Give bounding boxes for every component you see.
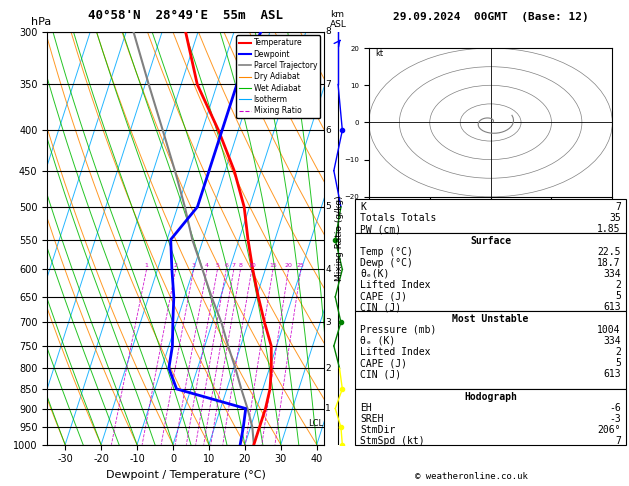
Text: 5: 5 — [325, 202, 331, 211]
Text: EH: EH — [360, 403, 372, 413]
Text: Lifted Index: Lifted Index — [360, 280, 431, 290]
Text: © weatheronline.co.uk: © weatheronline.co.uk — [415, 472, 528, 481]
Text: 22.5: 22.5 — [598, 247, 621, 257]
Text: LCL: LCL — [308, 419, 323, 428]
Text: 3: 3 — [192, 263, 196, 268]
Text: 2: 2 — [174, 263, 177, 268]
Text: θₑ(K): θₑ(K) — [360, 269, 390, 279]
Text: Pressure (mb): Pressure (mb) — [360, 325, 437, 335]
Text: 206°: 206° — [598, 425, 621, 435]
Text: 6: 6 — [325, 126, 331, 135]
Text: Lifted Index: Lifted Index — [360, 347, 431, 357]
Text: Most Unstable: Most Unstable — [452, 313, 529, 324]
Text: 10: 10 — [248, 263, 255, 268]
Text: 8: 8 — [238, 263, 242, 268]
Text: PW (cm): PW (cm) — [360, 225, 401, 234]
Text: 8: 8 — [325, 27, 331, 36]
Text: Hodograph: Hodograph — [464, 392, 517, 402]
Text: 2: 2 — [615, 280, 621, 290]
Text: SREH: SREH — [360, 414, 384, 424]
Text: Dewp (°C): Dewp (°C) — [360, 258, 413, 268]
Text: 5: 5 — [615, 291, 621, 301]
Text: 1004: 1004 — [598, 325, 621, 335]
Text: 4: 4 — [205, 263, 209, 268]
Text: 5: 5 — [615, 358, 621, 368]
Text: 334: 334 — [603, 269, 621, 279]
Text: 613: 613 — [603, 302, 621, 312]
Text: -3: -3 — [609, 414, 621, 424]
Text: CAPE (J): CAPE (J) — [360, 358, 408, 368]
Text: 7: 7 — [325, 80, 331, 89]
Text: -6: -6 — [609, 403, 621, 413]
Text: Temp (°C): Temp (°C) — [360, 247, 413, 257]
Text: 7: 7 — [615, 202, 621, 212]
Text: 35: 35 — [609, 213, 621, 223]
Text: Totals Totals: Totals Totals — [360, 213, 437, 223]
Text: 20: 20 — [284, 263, 292, 268]
Text: 18.7: 18.7 — [598, 258, 621, 268]
Text: Mixing Ratio (g/kg): Mixing Ratio (g/kg) — [335, 195, 344, 281]
X-axis label: Dewpoint / Temperature (°C): Dewpoint / Temperature (°C) — [106, 470, 265, 480]
Text: StmDir: StmDir — [360, 425, 396, 435]
Text: Surface: Surface — [470, 236, 511, 245]
Text: 613: 613 — [603, 369, 621, 380]
Text: 29.09.2024  00GMT  (Base: 12): 29.09.2024 00GMT (Base: 12) — [392, 12, 589, 22]
Text: 6: 6 — [225, 263, 228, 268]
Text: CIN (J): CIN (J) — [360, 369, 401, 380]
Text: CAPE (J): CAPE (J) — [360, 291, 408, 301]
Text: 25: 25 — [297, 263, 305, 268]
Text: K: K — [360, 202, 366, 212]
Text: 4: 4 — [325, 265, 331, 274]
Text: 7: 7 — [615, 436, 621, 446]
Text: 15: 15 — [269, 263, 277, 268]
Text: 3: 3 — [325, 318, 331, 327]
Text: CIN (J): CIN (J) — [360, 302, 401, 312]
Text: 2: 2 — [615, 347, 621, 357]
Text: 7: 7 — [232, 263, 236, 268]
Text: hPa: hPa — [31, 17, 51, 27]
Text: 1: 1 — [145, 263, 148, 268]
Text: km
ASL: km ASL — [330, 10, 347, 29]
Text: 5: 5 — [216, 263, 220, 268]
Text: 40°58'N  28°49'E  55m  ASL: 40°58'N 28°49'E 55m ASL — [88, 9, 283, 22]
Text: 2: 2 — [325, 364, 331, 373]
Text: kt: kt — [375, 49, 383, 57]
Text: θₑ (K): θₑ (K) — [360, 336, 396, 346]
Text: 334: 334 — [603, 336, 621, 346]
Text: StmSpd (kt): StmSpd (kt) — [360, 436, 425, 446]
Text: 1: 1 — [325, 404, 331, 413]
Legend: Temperature, Dewpoint, Parcel Trajectory, Dry Adiabat, Wet Adiabat, Isotherm, Mi: Temperature, Dewpoint, Parcel Trajectory… — [236, 35, 320, 118]
Text: 1.85: 1.85 — [598, 225, 621, 234]
